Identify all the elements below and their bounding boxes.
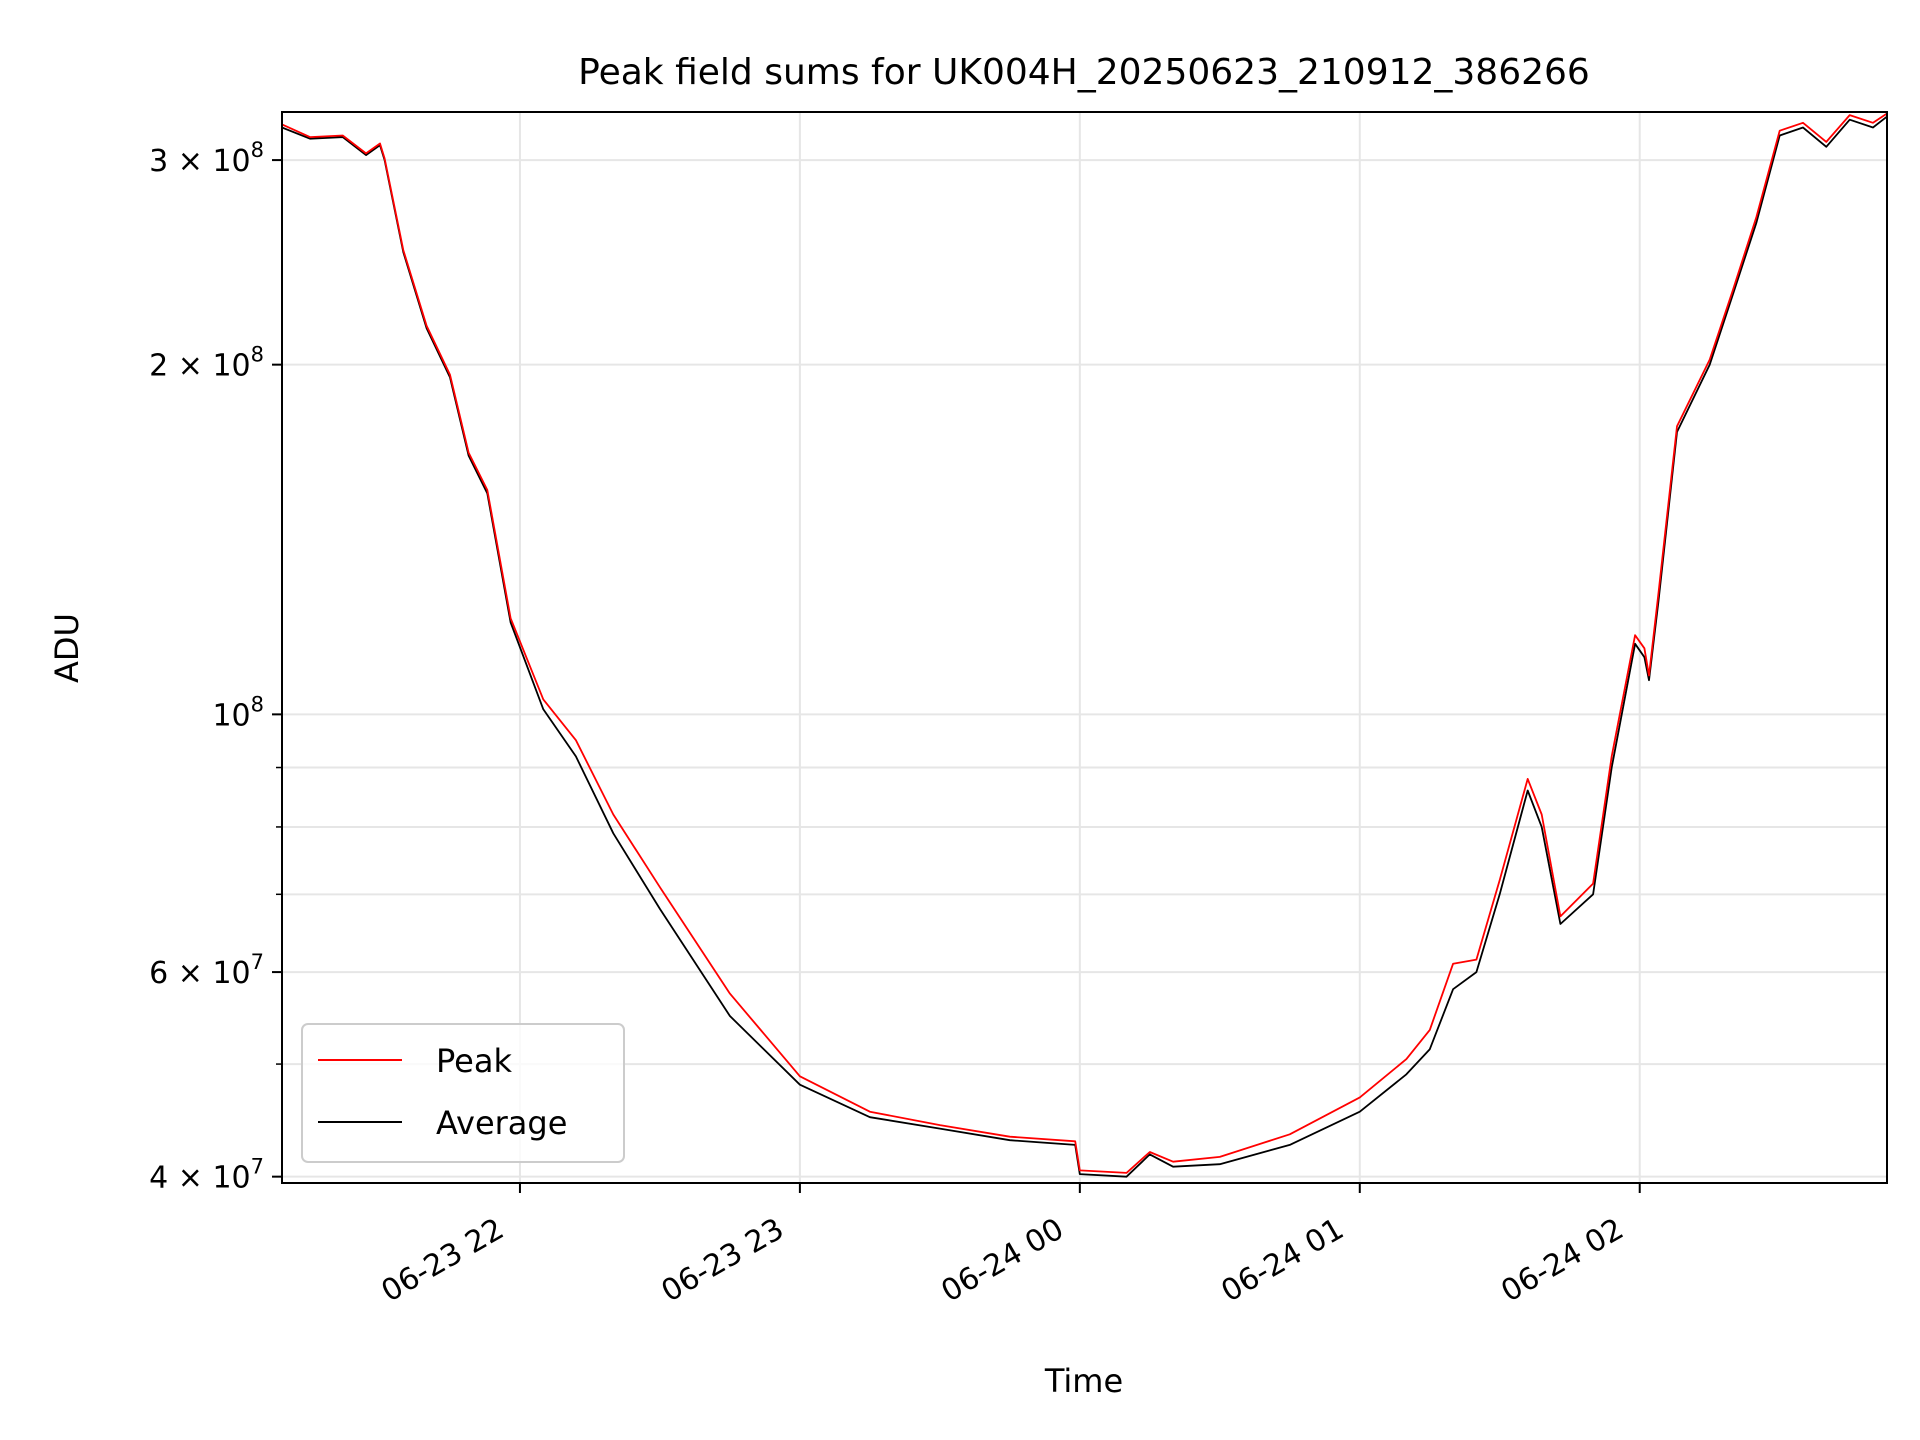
x-axis-label: Time [1044,1362,1123,1400]
chart-title: Peak field sums for UK004H_20250623_2109… [578,52,1590,93]
y-tick-label: 6 × 107 [149,950,264,991]
legend-average-label: Average [436,1104,567,1142]
plot-lines [281,112,1888,1178]
legend-peak-label: Peak [436,1042,512,1080]
series-line-peak [281,112,1888,1174]
y-tick-label: 4 × 107 [149,1155,264,1196]
y-axis-label: ADU [48,613,86,683]
legend: Peak Average [301,1023,625,1163]
y-tick-label: 2 × 108 [149,343,264,384]
legend-box [301,1023,625,1163]
y-tick-label: 3 × 108 [149,138,264,179]
y-axis: 4 × 107 6 × 107 108 2 × 108 3 × 108 [149,138,282,1196]
y-tick-label: 108 [212,692,264,733]
plot-frame [281,111,1888,1184]
